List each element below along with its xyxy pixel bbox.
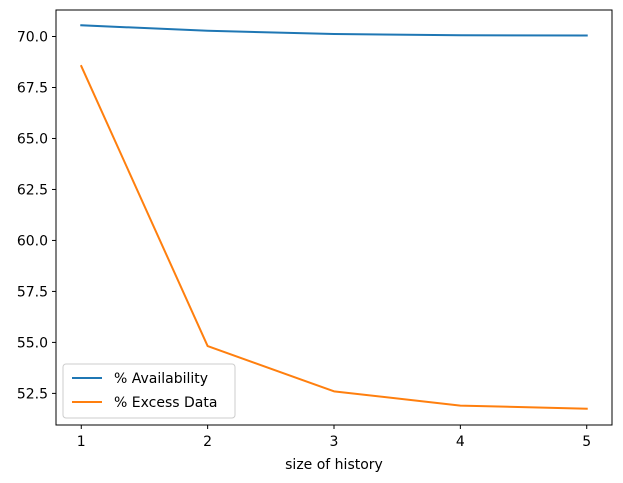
y-tick-label: 70.0 (17, 30, 48, 46)
x-tick-label: 1 (77, 434, 86, 450)
legend: % Availability % Excess Data (62, 363, 236, 419)
y-axis: 52.5 55.0 57.5 60.0 62.5 65.0 67.5 70.0 (17, 30, 56, 402)
y-tick-label: 52.5 (17, 386, 48, 402)
x-tick-label: 5 (582, 434, 591, 450)
legend-label-availability: % Availability (114, 371, 208, 387)
legend-label-excess-data: % Excess Data (114, 395, 217, 411)
y-tick-label: 65.0 (17, 131, 48, 147)
legend-box (62, 363, 236, 419)
y-tick-label: 62.5 (17, 182, 48, 198)
x-tick-label: 3 (330, 434, 339, 450)
x-axis-label: size of history (285, 457, 383, 473)
series-line-availability (80, 24, 588, 37)
y-tick-label: 55.0 (17, 335, 48, 351)
y-tick-label: 67.5 (17, 80, 48, 96)
series-line-excess-data (79, 64, 588, 410)
y-tick-label: 60.0 (17, 233, 48, 249)
x-tick-label: 2 (203, 434, 212, 450)
x-tick-label: 4 (456, 434, 465, 450)
x-axis: 1 2 3 4 5 (77, 425, 591, 450)
series-layer (79, 24, 588, 410)
y-tick-label: 57.5 (17, 284, 48, 300)
